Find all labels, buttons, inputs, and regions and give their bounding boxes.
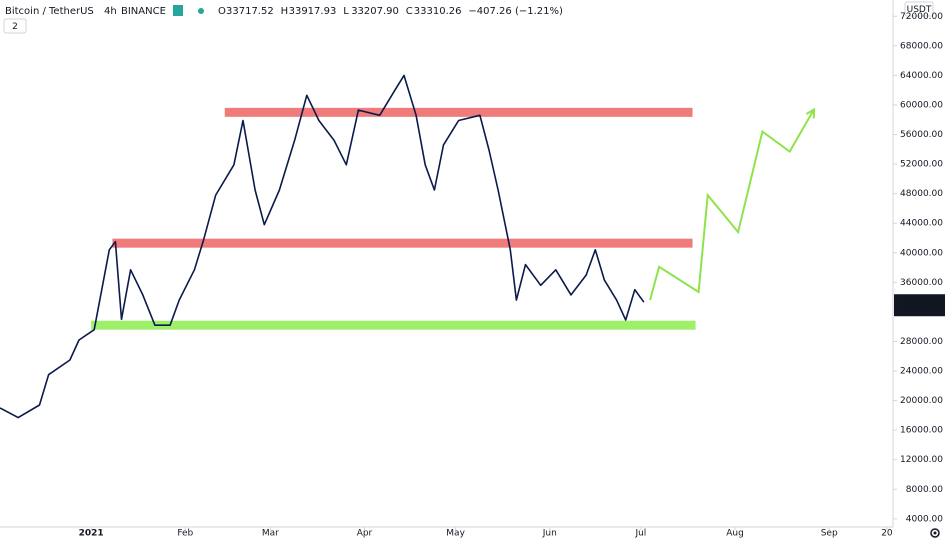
y-tick-label: 16000.00 [900, 426, 943, 436]
interval: 4h [104, 6, 117, 17]
y-tick-label: 56000.00 [900, 130, 943, 140]
y-tick-label: 48000.00 [900, 189, 943, 199]
last-price: 33310.26 [901, 296, 944, 306]
projection-arrow [649, 108, 815, 301]
ohlc-key: O [218, 6, 226, 17]
x-tick-label: 2021 [79, 529, 104, 539]
currency-button[interactable] [904, 1, 934, 17]
ohlc-value: 33310.26 [414, 6, 462, 17]
price-line [0, 74, 645, 419]
x-tick-label: Apr [357, 529, 373, 539]
level-zone [91, 320, 696, 330]
currency: USDT [907, 5, 932, 15]
indicator-count: 2 [12, 22, 18, 32]
y-tick-label: 40000.00 [900, 248, 943, 258]
y-tick-label: 24000.00 [900, 367, 943, 377]
exchange: BINANCE [121, 6, 166, 17]
legend-header: Bitcoin / TetherUS 4h BINANCE O 33717.52 H… [3, 5, 563, 34]
symbol: Bitcoin / TetherUS [5, 6, 94, 17]
ohlc-value: 33717.52 [226, 6, 274, 17]
y-tick-label: 60000.00 [900, 100, 943, 110]
x-tick-label: May [446, 529, 465, 539]
x-tick-label: Jun [542, 529, 557, 539]
flag-icon[interactable] [173, 5, 183, 16]
x-tick-label: Mar [262, 529, 279, 539]
level-zone [112, 238, 693, 248]
y-tick-label: 36000.00 [900, 278, 943, 288]
y-tick-label: 28000.00 [900, 337, 943, 347]
y-tick-label: 4000.00 [906, 514, 943, 524]
indicator-toggle[interactable] [3, 18, 27, 34]
y-tick-label: 12000.00 [900, 455, 943, 465]
gear [930, 528, 940, 538]
y-tick-label: 68000.00 [900, 41, 943, 51]
ohlc-value: 33207.90 [351, 6, 399, 17]
countdown: 01:39:33 [901, 306, 941, 316]
y-tick-label: 20000.00 [900, 396, 943, 406]
arrow-head [805, 107, 816, 119]
change: −407.26 (−1.21%) [468, 6, 563, 17]
y-tick-label: 64000.00 [900, 71, 943, 81]
ohlc-key: C [406, 6, 413, 17]
x-tick-label: Jul [634, 529, 646, 539]
gear-center [933, 531, 937, 535]
x-tick-label: Sep [821, 529, 838, 539]
ohlc-value: 33917.93 [289, 6, 337, 17]
last-price-box [894, 294, 945, 317]
y-tick-label: 52000.00 [900, 160, 943, 170]
level-zone [224, 107, 693, 117]
x-tick-label: Feb [177, 529, 193, 539]
x-tick-label: Aug [726, 529, 744, 539]
y-tick-label: 44000.00 [900, 219, 943, 229]
y-tick-label: 72000.00 [900, 12, 943, 22]
y-tick-label: 8000.00 [906, 485, 943, 495]
settings-icon[interactable] [930, 528, 940, 538]
ohlc-key: L [343, 6, 349, 17]
status-dot [198, 8, 204, 14]
x-tick-label: 20 [881, 529, 893, 539]
ohlc-key: H [281, 6, 289, 17]
